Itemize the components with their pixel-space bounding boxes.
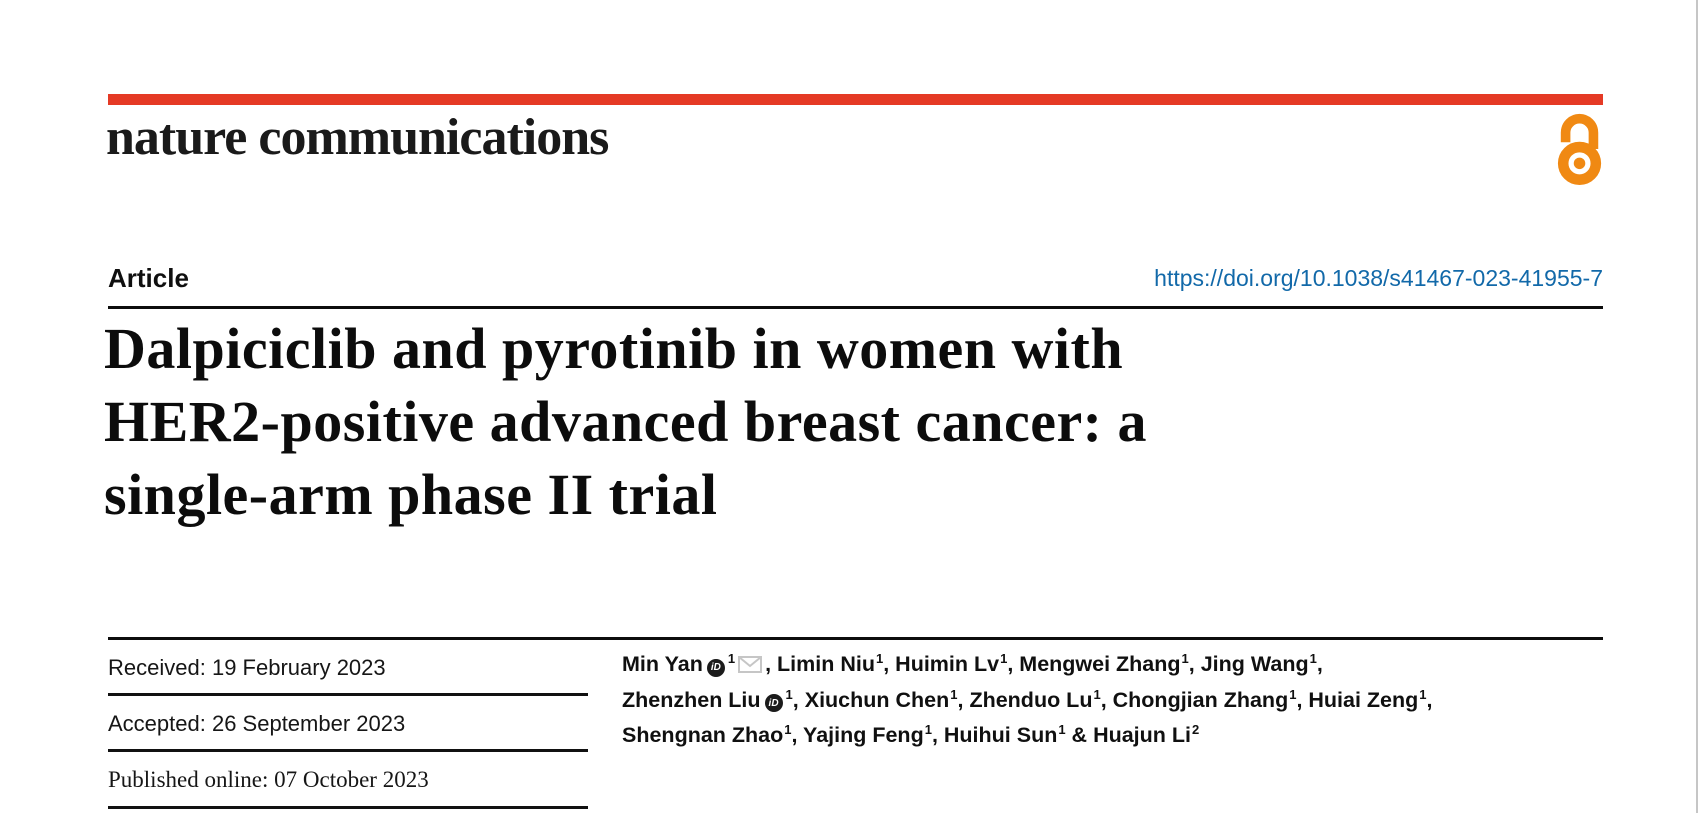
affiliation-superscript: 1	[1058, 722, 1066, 737]
page-right-edge	[1696, 0, 1698, 813]
accepted-date-row: Accepted: 26 September 2023	[108, 696, 588, 752]
divider-above-authors	[108, 637, 1603, 640]
published-label: Published online:	[108, 767, 269, 792]
article-type-label: Article	[108, 263, 189, 293]
affiliation-superscript: 2	[1192, 722, 1200, 737]
received-label: Received:	[108, 655, 206, 680]
journal-logo: nature communications	[106, 109, 609, 166]
author-name: Mengwei Zhang1,	[1019, 651, 1201, 676]
affiliation-superscript: 1	[924, 722, 932, 737]
affiliation-superscript: 1	[950, 686, 958, 702]
orcid-id-icon[interactable]: iD	[764, 694, 783, 713]
title-line-2: HER2-positive advanced breast cancer: a	[104, 389, 1147, 454]
author-name: Yajing Feng1,	[803, 722, 944, 747]
page-title: Dalpiciclib and pyrotinib in women with …	[104, 312, 1504, 531]
accepted-label: Accepted:	[108, 711, 206, 736]
title-line-1: Dalpiciclib and pyrotinib in women with	[104, 316, 1124, 381]
affiliation-superscript: 1	[1309, 651, 1317, 666]
author-name: Huihui Sun1 &	[943, 722, 1094, 747]
author-name: Min Yan iD1,	[622, 651, 778, 677]
author-name: Zhenduo Lu1,	[969, 686, 1113, 712]
published-date-row: Published online: 07 October 2023	[108, 752, 588, 809]
envelope-icon[interactable]	[738, 656, 763, 673]
affiliation-superscript: 1	[1093, 686, 1101, 702]
author-name: Zhenzhen Liu iD1,	[622, 686, 805, 713]
affiliation-superscript: 1	[1419, 686, 1427, 702]
title-line-3: single-arm phase II trial	[104, 462, 718, 527]
published-value: 07 October 2023	[274, 767, 429, 792]
author-name: Huiai Zeng1,	[1308, 686, 1433, 712]
author-name: Xiuchun Chen1,	[804, 686, 970, 712]
author-name: Jing Wang1,	[1200, 651, 1323, 676]
divider-under-article-row	[108, 306, 1603, 309]
affiliation-superscript: 1	[875, 651, 884, 666]
article-meta-row: Article https://doi.org/10.1038/s41467-0…	[108, 263, 1603, 295]
received-date-row: Received: 19 February 2023	[108, 640, 588, 696]
affiliation-superscript: 1	[785, 686, 793, 702]
doi-link[interactable]: https://doi.org/10.1038/s41467-023-41955…	[1154, 265, 1603, 291]
affiliation-superscript: 1	[1181, 651, 1189, 666]
received-value: 19 February 2023	[211, 655, 386, 680]
affiliation-superscript: 1	[727, 651, 736, 666]
author-name: Huimin Lv1,	[895, 651, 1020, 676]
author-name: Shengnan Zhao1,	[622, 722, 804, 747]
author-list: Min Yan iD1, Limin Niu1, Huimin Lv1, Meng…	[622, 648, 1542, 755]
orcid-id-icon[interactable]: iD	[706, 658, 725, 677]
author-name: Huajun Li2	[1093, 722, 1200, 747]
brand-red-bar	[108, 94, 1603, 105]
article-history: Received: 19 February 2023 Accepted: 26 …	[108, 640, 588, 809]
affiliation-superscript: 1	[1289, 686, 1297, 702]
affiliation-superscript: 1	[784, 722, 792, 737]
author-name: Chongjian Zhang1,	[1112, 686, 1309, 712]
accepted-value: 26 September 2023	[211, 711, 406, 736]
affiliation-superscript: 1	[1000, 651, 1008, 666]
open-access-padlock-icon[interactable]	[1556, 110, 1604, 191]
author-name: Limin Niu1,	[777, 651, 896, 676]
